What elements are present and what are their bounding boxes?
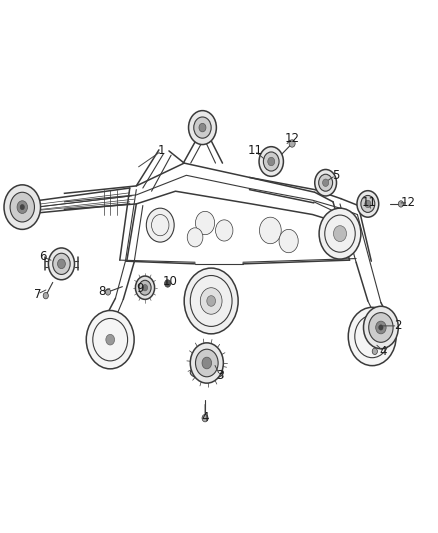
Circle shape <box>315 169 336 196</box>
Text: 12: 12 <box>285 132 300 144</box>
Text: 8: 8 <box>98 286 105 298</box>
Text: 11: 11 <box>362 196 377 209</box>
Circle shape <box>20 205 25 210</box>
Circle shape <box>348 308 396 366</box>
Circle shape <box>268 157 275 166</box>
Circle shape <box>10 192 35 222</box>
Circle shape <box>135 276 155 300</box>
Text: 5: 5 <box>332 169 339 182</box>
Circle shape <box>195 349 218 377</box>
Circle shape <box>195 212 215 235</box>
Text: 9: 9 <box>136 282 144 295</box>
Circle shape <box>139 280 151 295</box>
Circle shape <box>368 331 377 342</box>
Circle shape <box>184 268 238 334</box>
Circle shape <box>365 200 371 208</box>
Circle shape <box>142 285 148 291</box>
Text: 4: 4 <box>201 411 209 424</box>
Circle shape <box>106 289 111 295</box>
Circle shape <box>263 152 279 171</box>
Text: 4: 4 <box>380 345 387 358</box>
Circle shape <box>17 201 28 214</box>
Circle shape <box>190 343 223 383</box>
Circle shape <box>202 415 208 422</box>
Circle shape <box>199 123 206 132</box>
Text: 2: 2 <box>394 319 401 333</box>
Text: 11: 11 <box>247 144 262 157</box>
Circle shape <box>319 208 361 259</box>
Circle shape <box>86 311 134 369</box>
Circle shape <box>364 306 398 349</box>
Circle shape <box>376 321 386 334</box>
Circle shape <box>188 111 216 144</box>
Circle shape <box>259 217 281 244</box>
Circle shape <box>57 259 65 269</box>
Circle shape <box>319 174 332 191</box>
Circle shape <box>333 225 346 241</box>
Text: 10: 10 <box>163 275 178 288</box>
Circle shape <box>43 293 48 299</box>
Text: 7: 7 <box>34 288 41 301</box>
Circle shape <box>289 140 295 147</box>
Circle shape <box>165 280 171 287</box>
Text: 6: 6 <box>39 251 46 263</box>
Circle shape <box>146 208 174 242</box>
Circle shape <box>398 201 403 207</box>
Text: 12: 12 <box>401 196 416 209</box>
Text: 1: 1 <box>158 144 165 157</box>
Circle shape <box>4 185 41 229</box>
Circle shape <box>322 179 328 187</box>
Circle shape <box>357 191 379 217</box>
Text: 3: 3 <box>216 369 223 382</box>
Circle shape <box>202 357 212 369</box>
Circle shape <box>48 248 74 280</box>
Circle shape <box>279 229 298 253</box>
Circle shape <box>379 325 383 330</box>
Ellipse shape <box>190 366 223 379</box>
Circle shape <box>215 220 233 241</box>
Circle shape <box>200 288 222 314</box>
Circle shape <box>361 196 375 213</box>
Circle shape <box>187 228 203 247</box>
Circle shape <box>106 334 115 345</box>
Circle shape <box>53 253 70 274</box>
Circle shape <box>372 348 378 354</box>
Circle shape <box>259 147 283 176</box>
Circle shape <box>369 313 393 342</box>
Circle shape <box>194 117 211 138</box>
Circle shape <box>207 296 215 306</box>
